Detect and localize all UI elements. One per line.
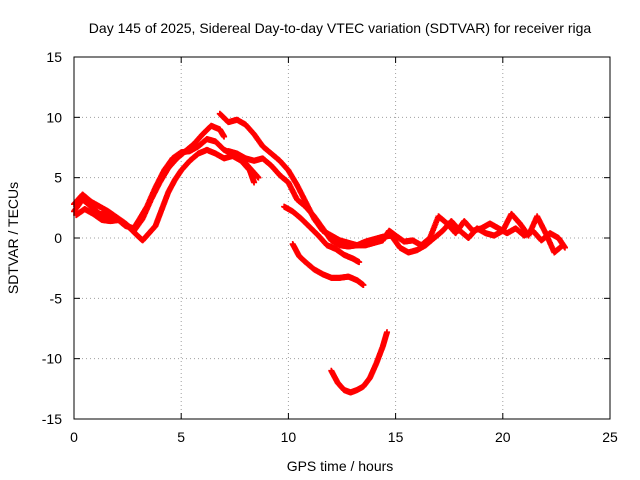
y-tick-label: -5 xyxy=(50,290,63,306)
data-point xyxy=(251,179,258,186)
series-track-f xyxy=(281,203,363,266)
y-tick-label: 15 xyxy=(46,49,62,65)
data-markers xyxy=(71,110,568,396)
data-point xyxy=(360,282,367,289)
chart-title: Day 145 of 2025, Sidereal Day-to-day VTE… xyxy=(89,20,592,36)
series-track-e xyxy=(225,148,566,256)
data-point xyxy=(356,259,363,266)
y-tick-label: 0 xyxy=(54,230,62,246)
y-tick-label: -15 xyxy=(42,411,62,427)
series-track-b xyxy=(71,122,228,234)
data-point xyxy=(559,242,566,249)
series-track-h xyxy=(328,329,391,396)
x-tick-label: 0 xyxy=(70,429,78,445)
data-point xyxy=(384,329,391,336)
data-point xyxy=(255,174,262,181)
y-tick-label: 10 xyxy=(46,109,62,125)
series-track-g xyxy=(289,241,367,289)
x-tick-label: 15 xyxy=(388,429,404,445)
axis-ticks: 0 5 10 15 20 25 -15 -10 -5 0 5 10 15 xyxy=(42,49,618,445)
x-tick-label: 25 xyxy=(602,429,618,445)
y-tick-label: -10 xyxy=(42,351,62,367)
series-track-d xyxy=(216,110,568,251)
data-point xyxy=(221,133,228,140)
y-axis-label: SDTVAR / TECUs xyxy=(5,182,21,294)
x-tick-label: 10 xyxy=(281,429,297,445)
y-tick-label: 5 xyxy=(54,170,62,186)
x-tick-label: 20 xyxy=(495,429,511,445)
x-axis-label: GPS time / hours xyxy=(287,458,394,474)
x-tick-label: 5 xyxy=(177,429,185,445)
series-track-c xyxy=(73,146,258,244)
